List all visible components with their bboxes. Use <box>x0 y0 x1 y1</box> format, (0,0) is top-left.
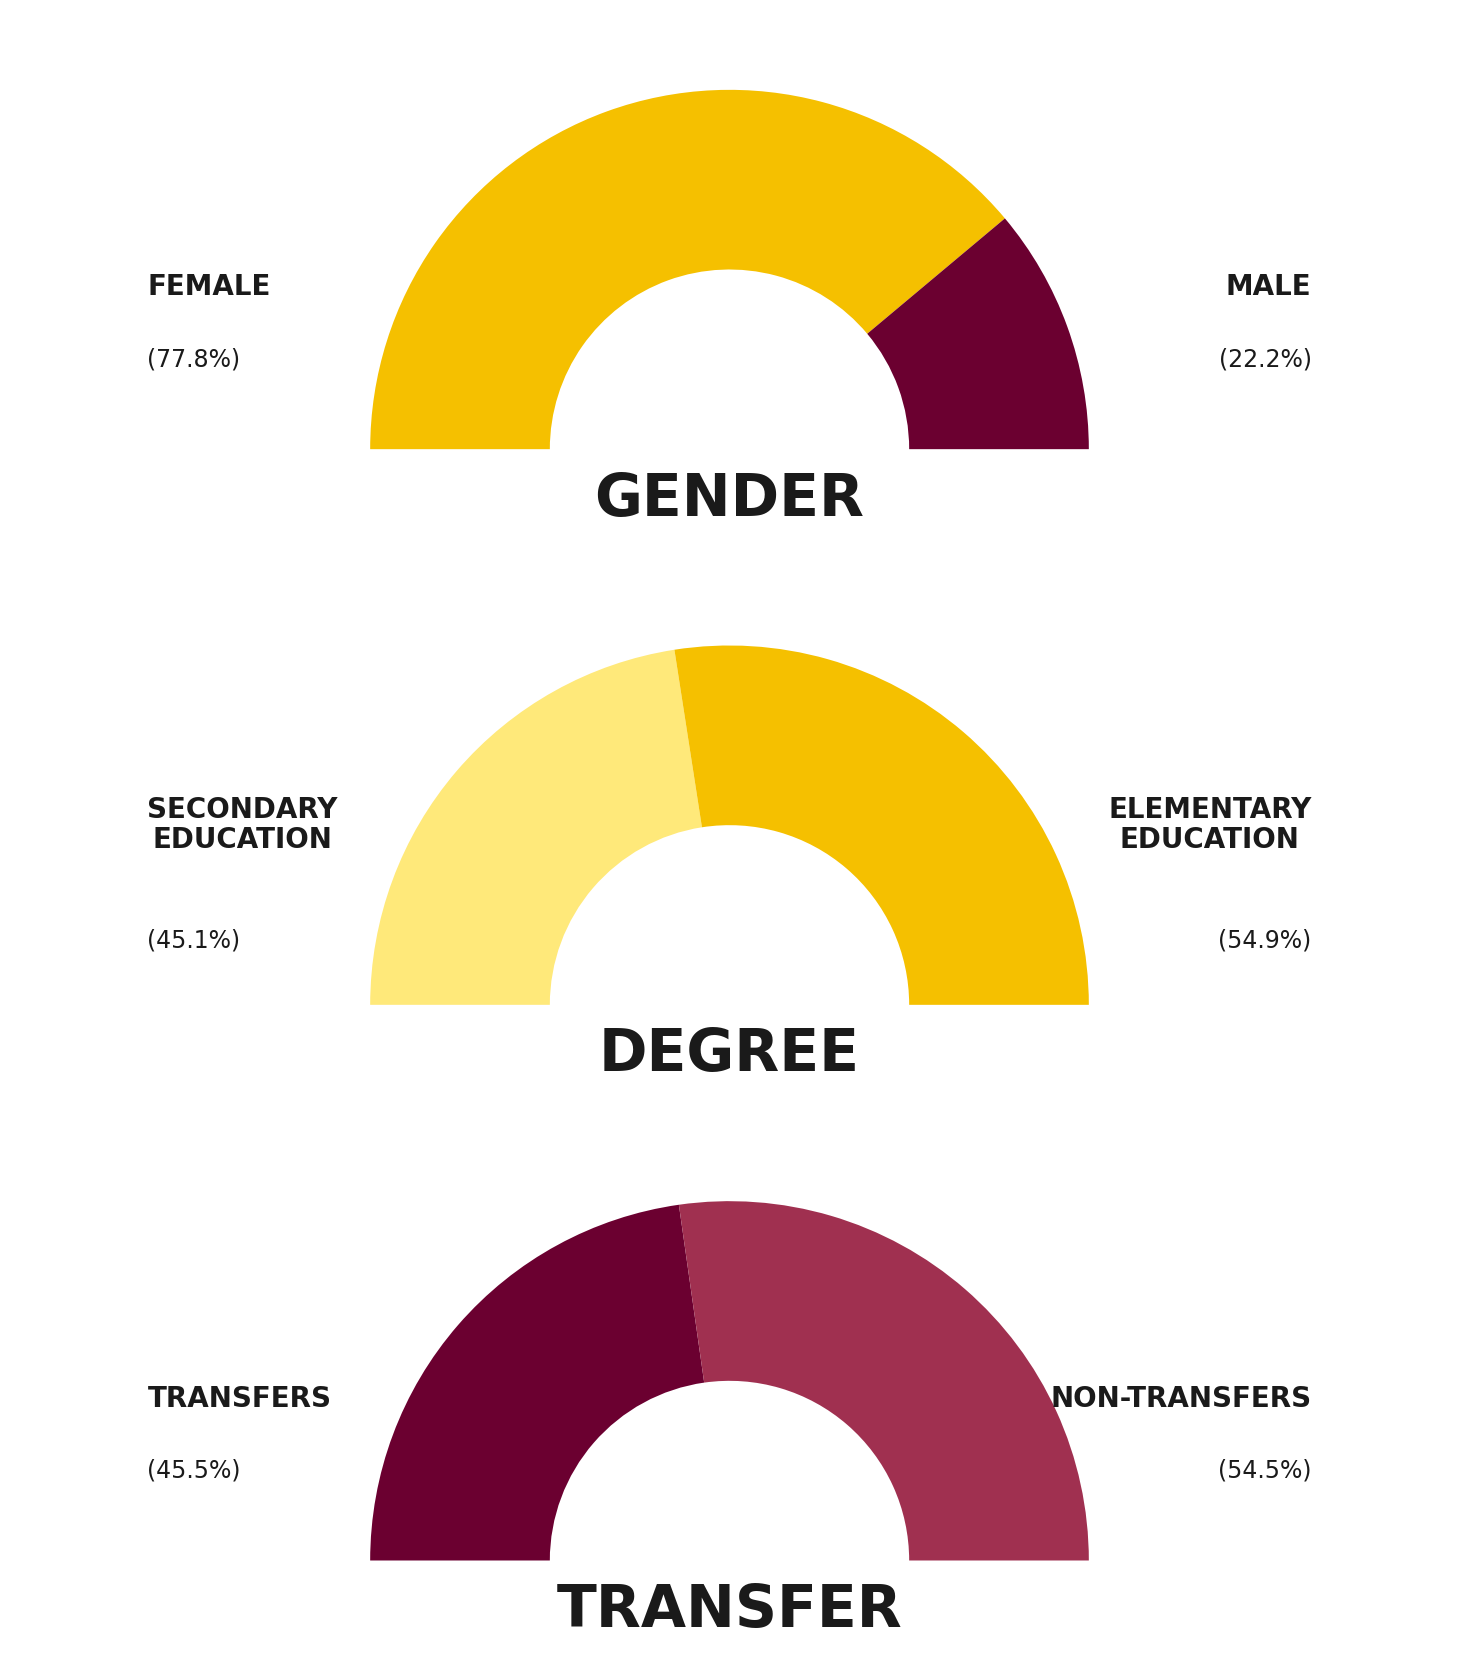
Text: FEMALE: FEMALE <box>147 273 271 302</box>
Wedge shape <box>371 90 1005 448</box>
Text: DEGREE: DEGREE <box>600 1027 859 1084</box>
Wedge shape <box>371 650 702 1005</box>
Text: GENDER: GENDER <box>594 470 865 528</box>
Text: TRANSFER: TRANSFER <box>557 1582 902 1639</box>
Text: MALE: MALE <box>1226 273 1312 302</box>
Wedge shape <box>371 1205 705 1560</box>
Text: (77.8%): (77.8%) <box>147 347 241 372</box>
Text: ELEMENTARY
EDUCATION: ELEMENTARY EDUCATION <box>1109 797 1312 854</box>
Text: (22.2%): (22.2%) <box>1218 347 1312 372</box>
Wedge shape <box>678 1202 1088 1560</box>
Text: SECONDARY
EDUCATION: SECONDARY EDUCATION <box>147 797 338 854</box>
Text: (54.5%): (54.5%) <box>1218 1459 1312 1482</box>
Wedge shape <box>867 218 1088 448</box>
Text: (54.9%): (54.9%) <box>1218 929 1312 952</box>
Text: (45.1%): (45.1%) <box>147 929 241 952</box>
Text: TRANSFERS: TRANSFERS <box>147 1385 331 1414</box>
Wedge shape <box>674 645 1088 1005</box>
Text: NON-TRANSFERS: NON-TRANSFERS <box>1050 1385 1312 1414</box>
Text: (45.5%): (45.5%) <box>147 1459 241 1482</box>
